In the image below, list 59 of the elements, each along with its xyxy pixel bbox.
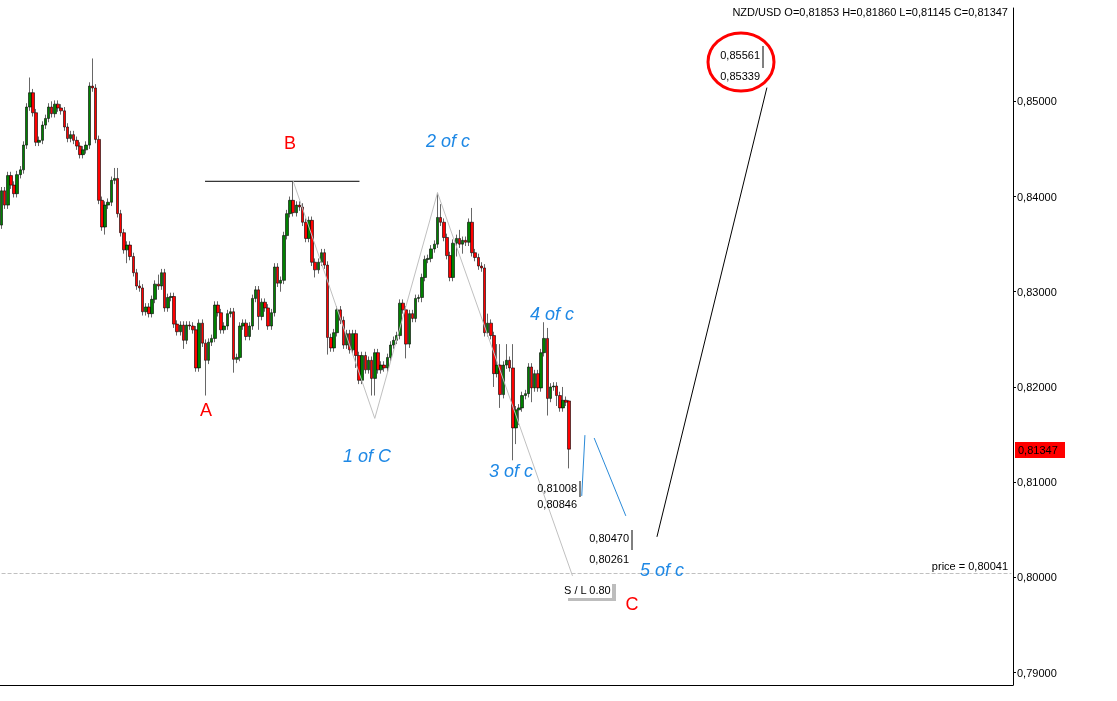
annotation: NZD/USD O=0,81853 H=0,81860 L=0,81145 C=0,81347 [732, 6, 1008, 18]
annotation: 3 of c [488, 461, 534, 481]
candlestick [414, 294, 417, 323]
annotation: 0,81008 [537, 482, 577, 494]
candlestick [436, 192, 439, 249]
candlestick [451, 239, 455, 282]
y-tick-label: 0,85000 [1017, 95, 1057, 108]
candlestick [81, 145, 85, 159]
y-tick-label: 0,82000 [1017, 380, 1057, 393]
candlestick [197, 319, 201, 373]
annotation: 0,80846 [537, 498, 577, 510]
y-tick-label: 0,79000 [1017, 666, 1057, 679]
candlestick [232, 307, 235, 373]
annotation: 1 of C [342, 446, 393, 466]
annotation: 2 of c [424, 131, 471, 151]
candlestick [477, 253, 480, 271]
candlestick [226, 309, 229, 331]
y-tick-label: 0,84000 [1017, 190, 1057, 203]
candlestick [527, 362, 530, 398]
annotation: 0,80470 [589, 532, 629, 544]
y-tick-label: 0,83000 [1017, 285, 1057, 298]
candlestick [360, 351, 364, 385]
annotation: 4 of c [529, 304, 575, 324]
annotation: 0,85561 [720, 49, 760, 61]
candlestick [470, 207, 474, 257]
annotation: 0,85339 [720, 70, 760, 82]
candlestick [213, 300, 217, 343]
candlestick [163, 268, 166, 313]
candlestick [6, 171, 10, 210]
candlestick [185, 320, 188, 345]
candlestick [103, 200, 107, 235]
candlestick [78, 141, 82, 159]
candlestick [567, 400, 571, 469]
text: 0,81347 [1018, 444, 1058, 456]
candlestick [561, 386, 565, 413]
candlestick [498, 343, 502, 409]
y-tick-label: 0,81000 [1017, 476, 1057, 489]
ref-line-label: price = 0,80041 [931, 560, 1008, 573]
candlestick [429, 244, 433, 263]
candlestick [182, 320, 185, 350]
candlestick [530, 362, 533, 403]
annotation: B [283, 133, 297, 153]
annotation: S / L 0.80 [564, 584, 611, 596]
annotation: 0,80261 [589, 553, 629, 565]
candlestick [141, 283, 144, 316]
annotation: C [625, 594, 639, 614]
candlestick [53, 100, 57, 118]
candlestick [50, 101, 53, 118]
candlestick [257, 285, 260, 331]
candlestick [0, 186, 3, 230]
candlestick [15, 170, 19, 198]
y-tick-label: 0,80000 [1017, 571, 1057, 584]
candlestick [373, 348, 377, 396]
annotation: 5 of c [639, 560, 685, 580]
candlestick [511, 343, 515, 461]
candlestick [244, 319, 248, 341]
candlestick [238, 321, 242, 362]
candlestick [483, 263, 486, 337]
annotation: A [199, 400, 213, 420]
